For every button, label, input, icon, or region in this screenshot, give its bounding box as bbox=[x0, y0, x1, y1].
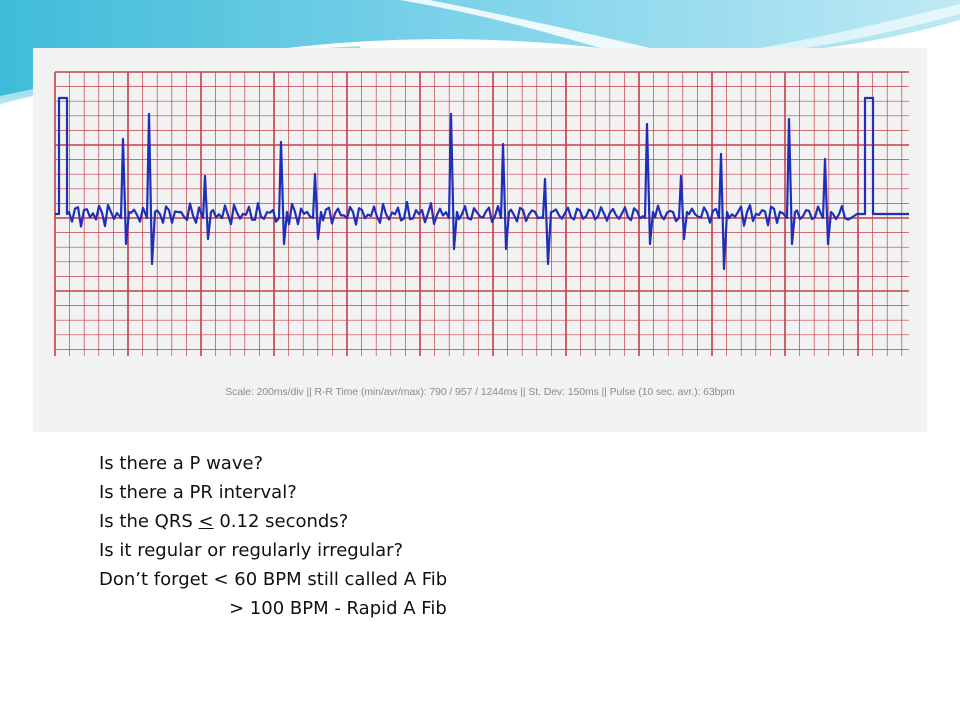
note-slow-afib: Don’t forget < 60 BPM still called A Fib bbox=[99, 569, 448, 590]
question-qrs-suffix: 0.12 seconds? bbox=[213, 511, 349, 532]
question-qrs-duration: Is the QRS < 0.12 seconds? bbox=[99, 507, 447, 536]
ecg-trace bbox=[55, 96, 909, 271]
ecg-strip-panel: Scale: 200ms/div || R-R Time (min/avr/ma… bbox=[33, 48, 927, 432]
ecg-scale-caption: Scale: 200ms/div || R-R Time (min/avr/ma… bbox=[225, 386, 735, 398]
ecg-strip bbox=[54, 71, 909, 356]
less-equal-symbol: < bbox=[198, 511, 214, 532]
question-qrs-prefix: Is the QRS bbox=[99, 511, 199, 532]
question-regularity: Is it regular or regularly irregular? bbox=[99, 540, 404, 561]
question-p-wave: Is there a P wave? bbox=[99, 453, 264, 474]
question-list: Is there a P wave? Is there a PR interva… bbox=[99, 449, 447, 623]
note-rapid-afib: > 100 BPM - Rapid A Fib bbox=[229, 598, 447, 619]
question-pr-interval: Is there a PR interval? bbox=[99, 482, 297, 503]
